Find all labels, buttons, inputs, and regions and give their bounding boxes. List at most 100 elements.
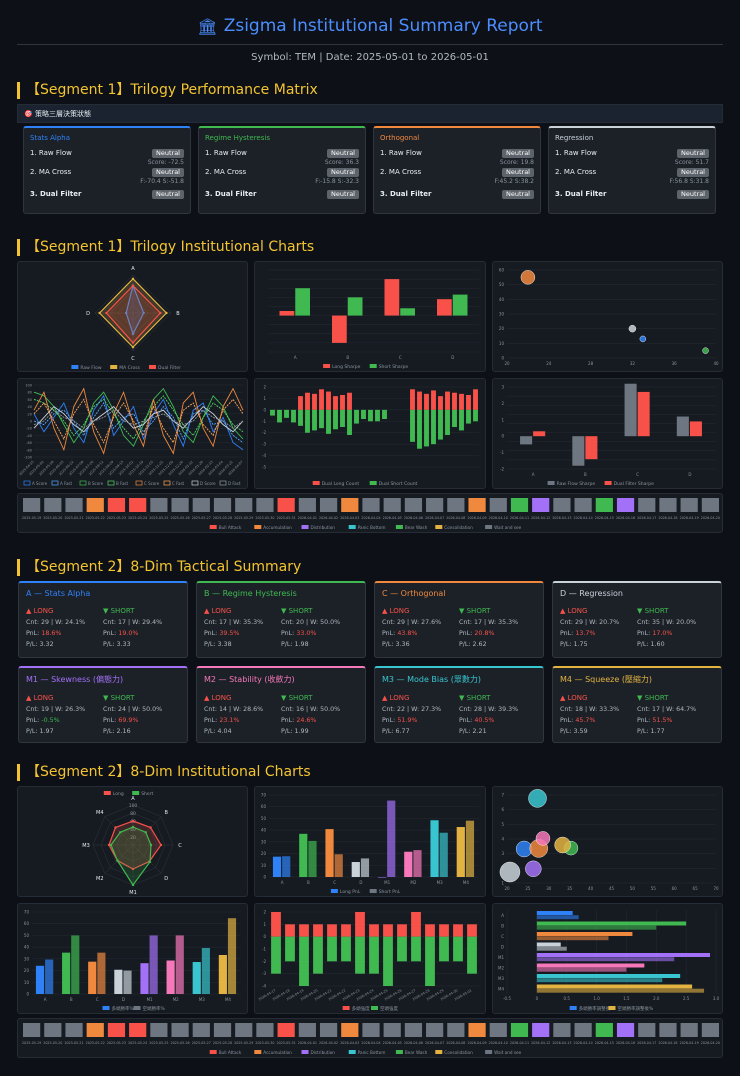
heatmap-date: 2025-05-20	[43, 516, 62, 520]
x-tick-label: M2	[173, 997, 179, 1002]
heatmap-date: 2026-04-05	[383, 516, 402, 520]
legend-swatch	[369, 364, 377, 368]
y-tick-label: 0	[501, 356, 504, 361]
short-label: ▼ SHORT	[281, 694, 313, 702]
long-count: Cnt: 29 | W: 20.7%	[560, 619, 620, 626]
heatmap-date: 2025-05-25	[149, 516, 168, 520]
heatmap-date: 2026-04-19	[680, 516, 699, 520]
heatmap-date: 2026-04-07	[425, 516, 444, 520]
legend-label: Panic Bottom	[358, 525, 386, 530]
short-pl: P/L: 3.33	[103, 641, 131, 648]
long-pnl: PnL: -0.5%	[26, 717, 60, 724]
radar-chart-2: A B C D M1 M2 M3 M4 100 80 60 40 20 Long Short	[17, 786, 248, 897]
status-badge: Neutral	[677, 167, 709, 177]
legend-swatch	[371, 1006, 378, 1010]
heatmap-cell	[680, 498, 698, 512]
bar	[533, 431, 546, 437]
scatter-point	[628, 324, 637, 333]
radar-point	[131, 825, 135, 829]
bar	[62, 952, 71, 994]
short-label: ▼ SHORT	[459, 694, 491, 702]
bar	[88, 961, 97, 994]
heatmap-date: 2026-04-01	[298, 516, 317, 520]
heatmap-cell	[171, 1023, 189, 1037]
long-pl: P/L: 3.59	[560, 728, 588, 735]
y-tick-label: -5	[262, 465, 266, 470]
short-label: ▼ SHORT	[281, 607, 313, 615]
pnl-bar-chart: 70 60 50 40 30 20 10 0 A B C D M1 M2 M3 M4 Long PnL Short…	[254, 786, 486, 897]
y-tick-label: 70	[24, 910, 30, 915]
heatmap-date: 2025-05-29	[234, 1041, 253, 1045]
heatmap-cell	[574, 1023, 592, 1037]
radar-spoke	[104, 844, 134, 874]
bar	[326, 391, 331, 410]
legend-label: 多頭勝率調整後%	[579, 1005, 615, 1012]
tactical-card-title: M3 — Mode Bias (眾數力)	[382, 675, 481, 684]
legend-label: Dual Short Count	[379, 481, 418, 487]
y-tick-label: 40	[28, 405, 32, 409]
trilogy-ma-values: F:45.2 S:38.2	[494, 178, 534, 185]
bar	[466, 409, 471, 424]
heatmap-cell	[256, 1023, 274, 1037]
heatmap-date: 2026-04-11	[510, 516, 529, 520]
bar	[431, 390, 436, 410]
short-pnl: PnL: 20.8%	[459, 630, 495, 637]
bar	[536, 936, 609, 941]
y-tick-label: -3	[262, 442, 266, 447]
x-tick-label: 2.0	[653, 996, 660, 1001]
bar	[166, 960, 175, 994]
heatmap-date: 2026-04-02	[319, 1041, 338, 1045]
x-tick-label: 3.0	[713, 996, 720, 1001]
bar	[369, 924, 379, 937]
radar-axis-label: B	[176, 311, 180, 317]
legend-label: Short Sharpe	[379, 364, 409, 370]
trilogy-card-title: Orthogonal	[380, 134, 420, 142]
legend-swatch	[163, 480, 171, 486]
y-tick-label: -1	[262, 947, 266, 952]
y-tick-label: 7	[501, 793, 504, 798]
heatmap-cell	[171, 498, 189, 512]
short-pl: P/L: 2.62	[459, 641, 487, 648]
heatmap-cell	[595, 1023, 613, 1037]
bar	[536, 953, 711, 957]
heatmap-cell	[404, 498, 423, 512]
legend-swatch	[485, 525, 493, 529]
y-tick-label: 0	[501, 434, 504, 439]
legend-swatch	[191, 480, 199, 486]
bar	[270, 409, 275, 416]
short-count: Cnt: 17 | W: 35.3%	[459, 619, 519, 626]
long-label: ▲ LONG	[204, 694, 232, 702]
legend-label: Long PnL	[340, 889, 361, 895]
y-tick-label: 0	[30, 420, 32, 424]
trilogy-row-label: 3. Dual Filter	[30, 190, 82, 198]
bank-icon: 🏛	[197, 16, 218, 36]
heatmap-date: 2025-05-23	[107, 1041, 126, 1045]
legend-label: Short PnL	[379, 889, 401, 895]
adjusted-hbar-chart: -0.5 0 0.5 1.0 1.5 2.0 2.5 3.0 A B C D M1 M2 M3 M4 多頭勝率調…	[492, 903, 723, 1014]
heatmap-cell	[107, 498, 126, 512]
tactical-card-title: M1 — Skewness (偏態力)	[26, 675, 124, 684]
radar-point	[124, 311, 128, 315]
long-pl: P/L: 3.36	[382, 641, 410, 648]
tactical-card-6: M2 — Stability (收斂力) ▲ LONG Cnt: 14 | W:…	[196, 666, 366, 743]
heatmap-cell	[129, 498, 147, 512]
bar	[333, 396, 338, 410]
heatmap-date: 2025-05-23	[107, 516, 126, 520]
long-pnl-value: 18.6%	[41, 630, 62, 637]
y-tick-label: B	[501, 923, 504, 928]
radar-point	[131, 341, 135, 344]
x-tick-label: A	[532, 472, 535, 477]
x-tick-label: 32	[630, 361, 636, 366]
heatmap-date: 2026-04-04	[361, 1041, 380, 1045]
y-tick-label: A	[501, 913, 504, 918]
bar	[676, 416, 689, 437]
short-count: Cnt: 20 | W: 50.0%	[281, 619, 341, 626]
heatmap-cell	[532, 1023, 550, 1037]
bar	[387, 800, 396, 877]
x-tick-label: A	[294, 355, 297, 360]
heatmap-date: 2025-05-20	[43, 1041, 62, 1045]
heatmap-date: 2026-04-09	[467, 516, 486, 520]
radar-axis-label: D	[86, 311, 90, 317]
short-label: ▼ SHORT	[103, 694, 135, 702]
status-badge: Neutral	[152, 167, 184, 177]
